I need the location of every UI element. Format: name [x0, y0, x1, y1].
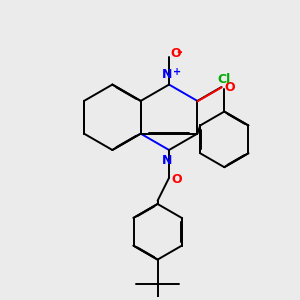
Text: O: O — [171, 173, 182, 186]
Text: Cl: Cl — [218, 73, 231, 86]
Text: N: N — [162, 68, 172, 81]
Text: N: N — [162, 154, 172, 167]
Text: O: O — [224, 81, 235, 94]
Text: +: + — [173, 68, 181, 77]
Text: -: - — [176, 45, 182, 59]
Text: O: O — [171, 47, 181, 60]
